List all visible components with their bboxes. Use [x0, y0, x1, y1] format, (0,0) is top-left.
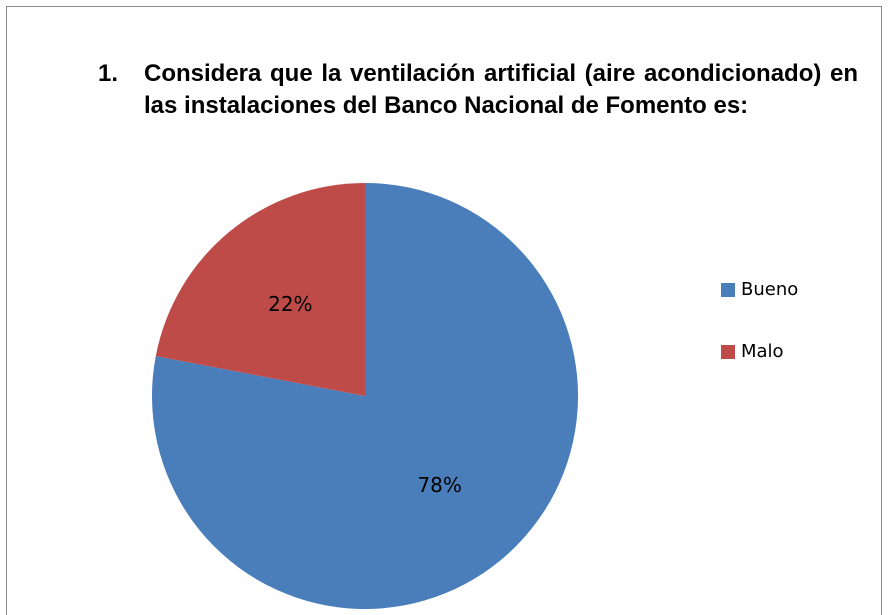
title-number: 1. — [98, 60, 119, 87]
data-label: 22% — [268, 292, 312, 316]
legend-label: Bueno — [741, 279, 798, 300]
pie-slice — [155, 183, 365, 396]
legend-swatch — [721, 283, 735, 297]
legend-swatch — [721, 345, 735, 359]
data-label: 78% — [417, 473, 461, 497]
legend-label: Malo — [741, 341, 784, 362]
chart-title: 1. Considera que la ventilación artifici… — [98, 58, 858, 122]
chart-frame — [6, 6, 882, 615]
title-text: Considera que la ventilación artificial … — [144, 60, 858, 119]
